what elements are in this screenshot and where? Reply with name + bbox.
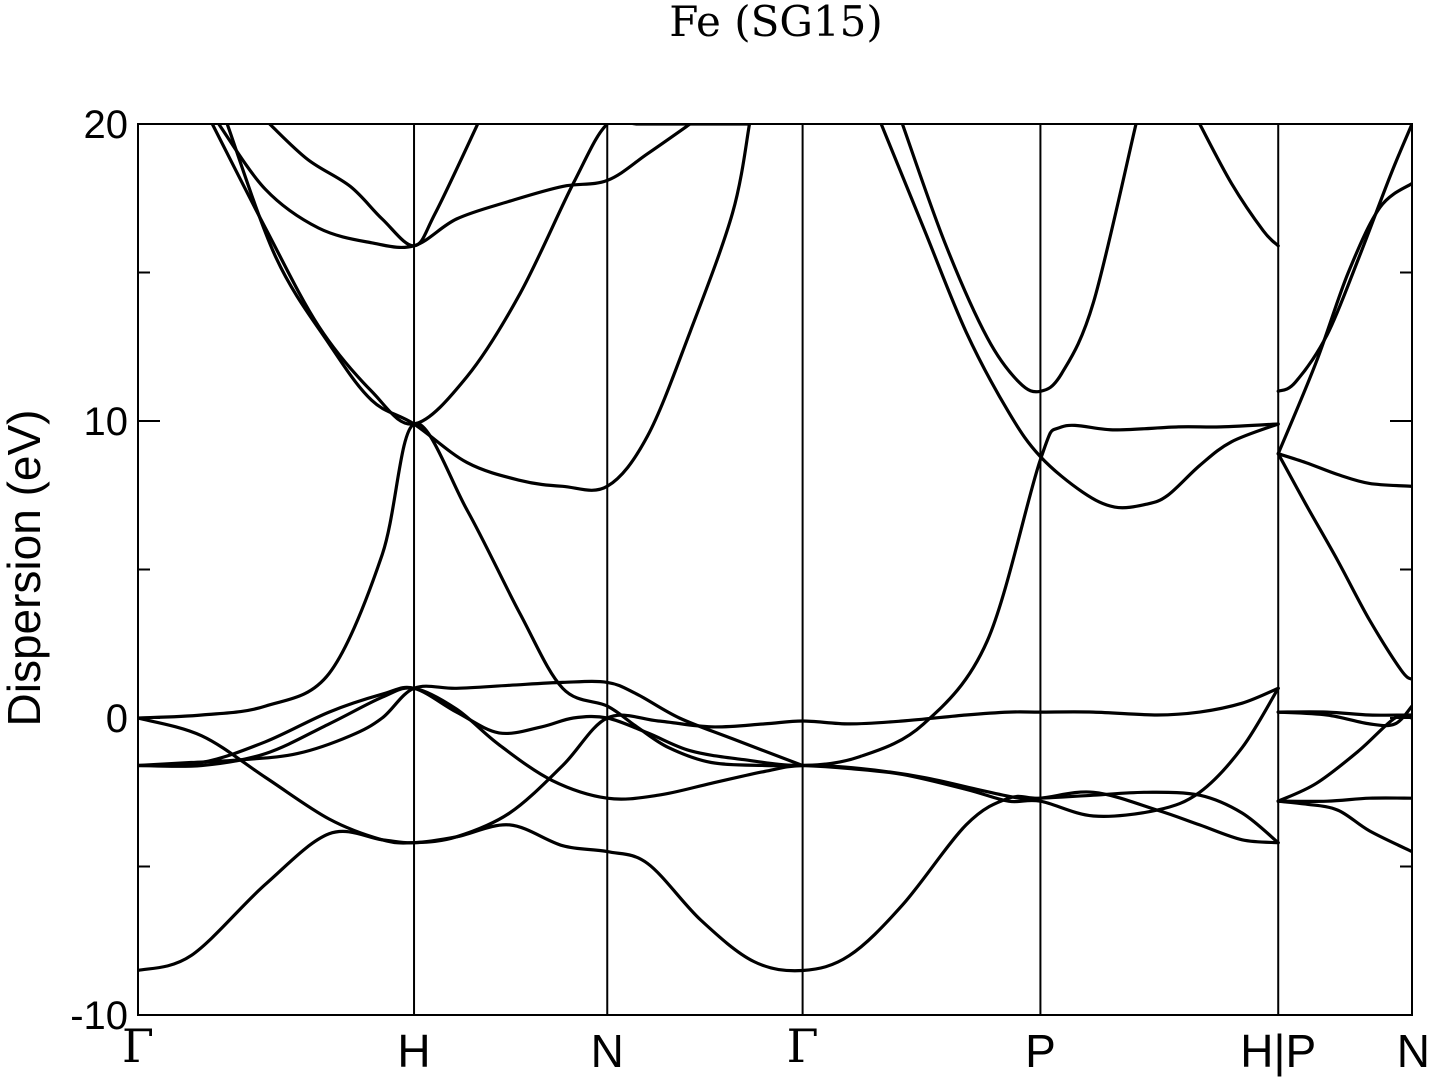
band-line-20 [1276, 452, 1412, 681]
plot-frame [137, 123, 1413, 1016]
x-tick-label: P [1025, 1025, 1056, 1077]
band-line-16 [1276, 714, 1412, 803]
band-line-7 [210, 124, 752, 426]
band-line-12 [900, 124, 1138, 394]
x-tick-label: H [397, 1025, 430, 1077]
band-line-2 [138, 686, 1280, 845]
band-line-4 [138, 422, 1280, 768]
y-axis-label: Dispersion (eV) [0, 410, 50, 727]
band-line-22 [1276, 124, 1412, 393]
band-line-1 [138, 790, 1280, 973]
band-line-14 [1276, 799, 1412, 854]
x-tick-label: N [591, 1025, 624, 1077]
band-line-11 [879, 124, 1280, 510]
y-tick-label: 10 [84, 400, 129, 444]
band-line-18 [1276, 704, 1412, 728]
band-lines [138, 124, 1412, 973]
chart-title: Fe (SG15) [669, 0, 883, 46]
band-line-15 [1276, 796, 1412, 804]
y-tick-label: 0 [106, 697, 128, 741]
band-line-19 [1276, 452, 1412, 488]
high-symmetry-lines [413, 124, 1280, 1015]
band-line-8 [225, 124, 752, 492]
y-tick-label: 20 [84, 103, 129, 147]
axis-ticks [138, 123, 1412, 1016]
band-line-5 [138, 686, 1280, 845]
x-tick-label: H|P [1240, 1025, 1316, 1077]
band-line-3 [138, 422, 1280, 818]
x-tick-label: Γ [787, 1019, 819, 1073]
x-tick-label: Γ [122, 1019, 154, 1073]
band-line-10 [268, 124, 480, 248]
band-line-13 [1198, 124, 1280, 248]
x-tick-label: N [1397, 1025, 1430, 1077]
band-line-9 [217, 124, 692, 249]
band-line-21 [1276, 181, 1412, 456]
band-line-6 [138, 679, 805, 768]
y-tick-label: -10 [70, 994, 128, 1038]
